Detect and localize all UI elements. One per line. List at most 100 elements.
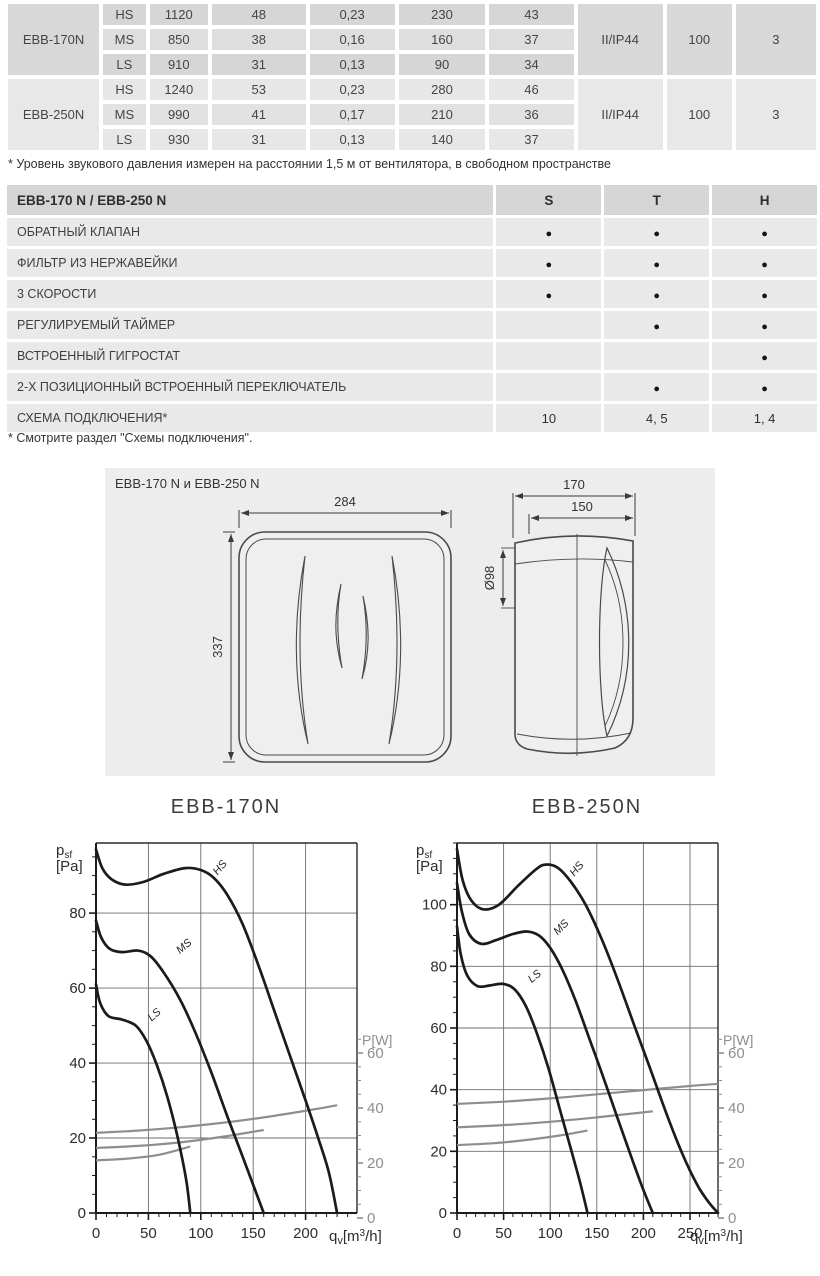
- feature-dot: ●: [761, 258, 768, 271]
- spec-cell: 930: [149, 129, 208, 150]
- y-axis-title: psf: [416, 842, 432, 861]
- dim-depth-total: 170: [512, 477, 636, 538]
- feature-dot: ●: [761, 289, 768, 302]
- spec-cell: 34: [489, 54, 574, 75]
- spec-shared-cell: 100: [666, 79, 732, 150]
- features-header-title: EBB-170 N / EBB-250 N: [7, 185, 494, 215]
- y-tick-label: 0: [439, 1205, 447, 1222]
- dim-depth-total-label: 170: [563, 477, 585, 492]
- spec-cell: MS: [103, 29, 146, 50]
- spec-cell: MS: [103, 104, 146, 125]
- power-curve-LS: [95, 1145, 191, 1162]
- feature-dot-cell: ●: [496, 280, 602, 308]
- x-tick-label: 50: [495, 1225, 512, 1242]
- feature-row-label: СХЕМА ПОДКЛЮЧЕНИЯ*: [7, 404, 494, 432]
- p-tick-label: 60: [728, 1045, 745, 1062]
- power-curve-HS: [456, 1082, 719, 1105]
- spec-shared-cell: II/IP44: [577, 79, 663, 150]
- dimension-drawing: 284 337: [210, 477, 636, 763]
- x-tick-label: 200: [631, 1225, 656, 1242]
- feature-value-cell: 4, 5: [604, 404, 710, 432]
- spec-shared-cell: II/IP44: [577, 4, 663, 75]
- side-bottom-seam: [516, 732, 632, 740]
- feature-value-cell: 10: [496, 404, 602, 432]
- front-blade-left-inner: [335, 583, 343, 669]
- spec-shared-cell: 100: [666, 4, 732, 75]
- y-tick-label: 20: [430, 1143, 447, 1160]
- y-tick-label: 0: [78, 1205, 86, 1222]
- power-curve-HS: [95, 1104, 338, 1134]
- chart-title-ebb170n: EBB-170N: [170, 796, 282, 818]
- side-view-outline: [514, 535, 634, 755]
- dim-width: 284: [238, 494, 452, 528]
- y-tick-label: 40: [430, 1082, 447, 1099]
- dim-depth-body-label: 150: [571, 499, 593, 514]
- feature-dot-cell: ●: [712, 280, 817, 308]
- spec-cell: 1120: [149, 4, 208, 25]
- feature-value-cell: [604, 342, 710, 370]
- feature-dot-cell: ●: [496, 218, 602, 246]
- p-axis-title: P[W]: [362, 1032, 392, 1048]
- feature-dot: ●: [653, 382, 661, 395]
- feature-value-cell: [496, 311, 602, 339]
- spec-cell: 140: [398, 129, 486, 150]
- y-axis-unit: [Pa]: [416, 858, 443, 875]
- feature-dot: ●: [653, 289, 661, 302]
- pressure-curve-LS: [94, 982, 192, 1215]
- feature-dot-cell: ●: [604, 311, 710, 339]
- performance-chart-ebb250n: 0 50 100 150 200 250 0 20 40 60 80 100 0 20 40 60 HS MS LS…: [416, 842, 753, 1247]
- features-header-col-T: T: [604, 185, 710, 215]
- pressure-curve-LS: [455, 924, 589, 1215]
- spec-cell: LS: [103, 129, 146, 150]
- spec-model-cell: EBB-170N: [8, 4, 100, 75]
- spec-cell: 46: [489, 79, 574, 100]
- spec-model-cell: EBB-250N: [8, 79, 100, 150]
- pressure-curve-HS: [455, 847, 720, 1215]
- dim-depth-body: 150: [528, 499, 633, 534]
- drawing-title: EBB-170 N и EBB-250 N: [115, 476, 260, 491]
- feature-row-label: ВСТРОЕННЫЙ ГИГРОСТАТ: [7, 342, 494, 370]
- x-axis-title: qv[m3/h]: [329, 1228, 382, 1247]
- p-tick-label: 40: [367, 1100, 384, 1117]
- feature-dot-cell: ●: [604, 218, 710, 246]
- feature-dot-cell: ●: [604, 280, 710, 308]
- curve-label-HS: HS: [568, 859, 587, 879]
- chart-title-ebb250n: EBB-250N: [531, 796, 643, 818]
- curve-label-MS: MS: [551, 917, 572, 938]
- curve-label-MS: MS: [174, 936, 195, 956]
- spec-cell: 37: [489, 29, 574, 50]
- spec-cell: 48: [211, 4, 306, 25]
- spec-cell: 41: [211, 104, 306, 125]
- spec-cell: 53: [211, 79, 306, 100]
- feature-dot: ●: [761, 227, 768, 240]
- y-tick-label: 80: [69, 905, 86, 922]
- dim-width-label: 284: [334, 494, 356, 509]
- feature-value-cell: [496, 342, 602, 370]
- curve-label-LS: LS: [526, 967, 545, 985]
- p-tick-label: 40: [728, 1100, 745, 1117]
- spec-cell: 31: [211, 129, 306, 150]
- feature-dot: ●: [545, 289, 553, 302]
- y-tick-label: 60: [430, 1020, 447, 1037]
- y-tick-label: 60: [69, 980, 86, 997]
- spec-cell: 210: [398, 104, 486, 125]
- dim-height: 337: [210, 531, 235, 763]
- features-table: EBB-170 N / EBB-250 N S T H ОБРАТНЫЙ КЛАПАН ●…: [4, 182, 820, 435]
- x-tick-label: 250: [677, 1225, 702, 1242]
- x-tick-label: 100: [538, 1225, 563, 1242]
- x-tick-label: 0: [92, 1225, 100, 1242]
- power-curve-LS: [456, 1129, 588, 1147]
- feature-dot-cell: ●: [496, 249, 602, 277]
- spec-cell: 36: [489, 104, 574, 125]
- y-tick-label: 100: [422, 897, 447, 914]
- feature-dot: ●: [545, 258, 553, 271]
- spec-cell: 37: [489, 129, 574, 150]
- features-header-col-S: S: [496, 185, 602, 215]
- side-cover-bulge-outer: [598, 546, 630, 738]
- spec-cell: HS: [103, 79, 146, 100]
- x-axis-title: qv[m3/h]: [690, 1228, 743, 1247]
- spec-cell: 43: [489, 4, 574, 25]
- footnote-wiring: * Смотрите раздел "Схемы подключения".: [8, 431, 253, 445]
- front-view: [238, 531, 452, 763]
- front-blade-left-outer: [295, 555, 309, 745]
